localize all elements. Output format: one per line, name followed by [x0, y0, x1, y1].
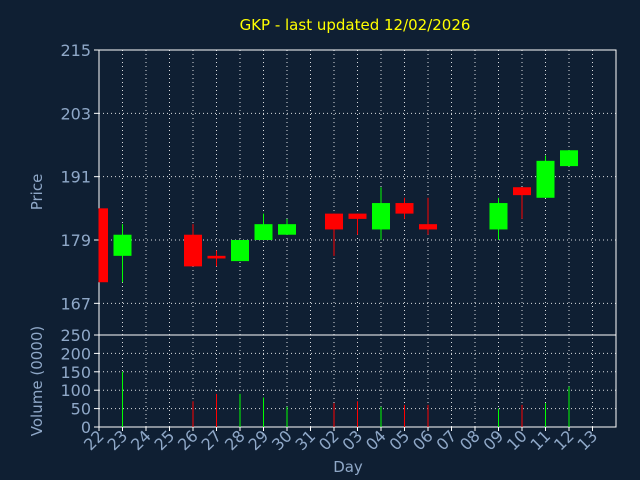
candle-body: [231, 240, 249, 262]
price-axis-label: Price: [28, 174, 46, 211]
candle-06: [419, 197, 437, 235]
candle-body: [395, 203, 414, 214]
candle-body: [184, 234, 202, 267]
candle-body: [513, 187, 531, 196]
candle-body: [536, 160, 555, 198]
candle-11: [536, 155, 555, 198]
candle-body: [489, 203, 508, 230]
candle-body: [254, 224, 273, 240]
candle-29: [254, 213, 273, 240]
volume-axis-label: Volume (0000): [28, 326, 46, 436]
candle-body: [99, 208, 108, 283]
candle-body: [278, 224, 296, 235]
price-tick-label: 215: [60, 41, 91, 60]
candle-body: [348, 213, 367, 219]
candle-26: [184, 224, 202, 267]
candle-30: [278, 218, 296, 235]
x-axis-label: Day: [333, 458, 363, 476]
candle-03: [348, 213, 367, 235]
candle-body: [113, 234, 132, 256]
volume-tick-label: 0: [81, 418, 91, 437]
candle-28: [231, 240, 249, 262]
candle-10: [513, 187, 531, 219]
price-tick-label: 191: [60, 168, 91, 187]
price-tick-label: 167: [60, 294, 91, 313]
candle-body: [207, 255, 226, 259]
candle-12: [560, 150, 578, 167]
price-y-ticks: 167 179 191 203 215: [60, 41, 99, 313]
candle-23: [113, 224, 132, 283]
candle-body: [372, 203, 390, 230]
price-tick-label: 203: [60, 104, 91, 123]
candle-04: [372, 187, 390, 240]
volume-tick-label: 250: [60, 326, 91, 345]
candle-27: [207, 250, 226, 267]
candle-09: [489, 197, 508, 240]
volume-tick-label: 150: [60, 363, 91, 382]
volume-tick-label: 100: [60, 381, 91, 400]
volume-tick-label: 50: [71, 400, 91, 419]
price-tick-label: 179: [60, 231, 91, 250]
candle-body: [325, 213, 343, 230]
volume-tick-label: 200: [60, 344, 91, 363]
candle-body: [419, 224, 437, 230]
chart-title: GKP - last updated 12/02/2026: [240, 16, 471, 34]
candle-05: [395, 197, 414, 219]
candle-02: [325, 213, 343, 256]
volume-bars: [122, 371, 570, 427]
candle-body: [560, 150, 578, 167]
candles: [98, 150, 578, 283]
candle-22: [98, 208, 108, 283]
